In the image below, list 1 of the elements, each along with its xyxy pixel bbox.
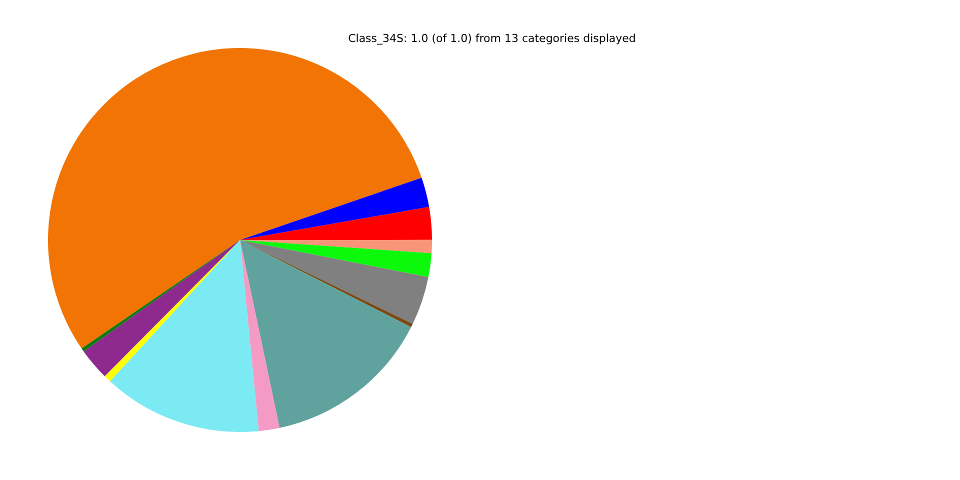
text: Class_34S: 1.0 (of 1.0) from 13 categories displayed <box>347 32 637 45</box>
